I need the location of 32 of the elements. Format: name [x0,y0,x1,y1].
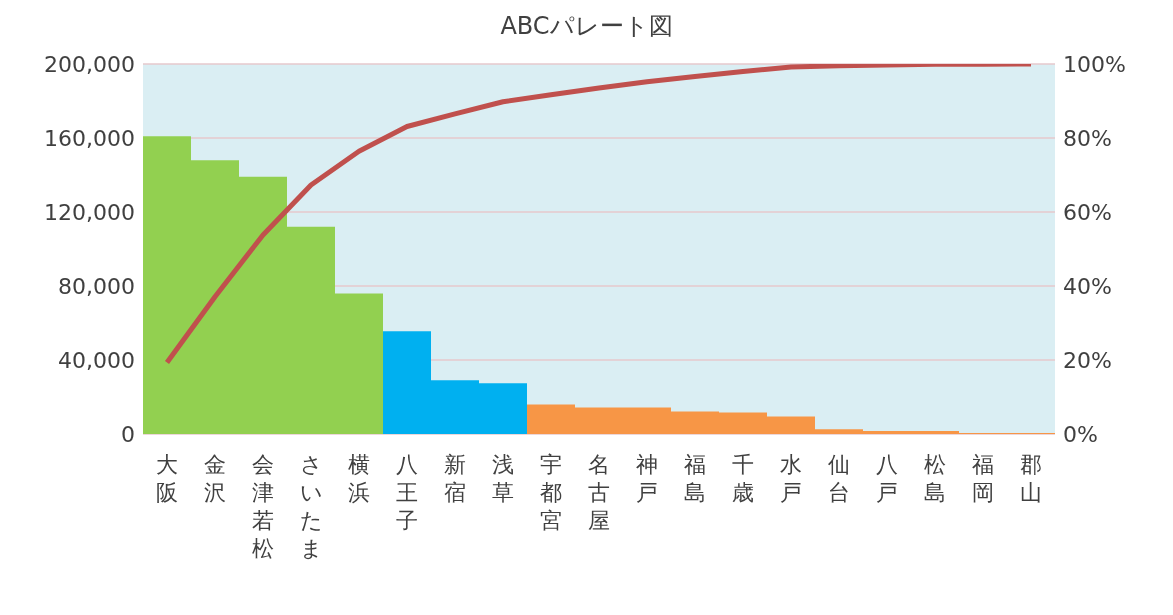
y2-tick-label: 80% [1063,125,1112,151]
x-tick-label: さいたま [299,452,323,561]
y-tick-label: 0 [121,421,135,447]
y-tick-label: 120,000 [44,199,135,225]
x-tick-label: 横浜 [348,452,370,505]
x-tick-label: 宇都宮 [540,452,562,533]
y2-tick-label: 0% [1063,421,1098,447]
x-tick-label: 福岡 [972,452,994,505]
x-tick-label: 大阪 [156,452,178,505]
y-tick-label: 40,000 [58,347,135,373]
x-tick-label: 八王子 [396,452,418,533]
y2-tick-label: 60% [1063,199,1112,225]
x-tick-label: 水戸 [780,452,802,505]
x-tick-label: 金沢 [204,452,226,505]
x-tick-label: 千歳 [732,452,754,505]
y-tick-label: 160,000 [44,125,135,151]
x-tick-label: 名古屋 [588,452,610,533]
y2-tick-label: 100% [1063,51,1126,77]
y2-tick-label: 40% [1063,273,1112,299]
x-tick-label: 松島 [924,452,946,505]
chart-title: ABCパレート図 [499,11,674,42]
x-tick-label: 郡山 [1020,452,1042,505]
x-tick-label: 八戸 [876,452,898,505]
x-tick-label: 神戸 [636,452,658,505]
y2-tick-label: 20% [1063,347,1112,373]
y-tick-label: 80,000 [58,273,135,299]
x-tick-label: 浅草 [492,452,514,505]
x-tick-label: 会津若松 [252,452,274,561]
y-tick-label: 200,000 [44,51,135,77]
x-tick-label: 福島 [684,452,706,505]
x-tick-label: 仙台 [828,452,850,505]
x-tick-label: 新宿 [444,452,466,505]
